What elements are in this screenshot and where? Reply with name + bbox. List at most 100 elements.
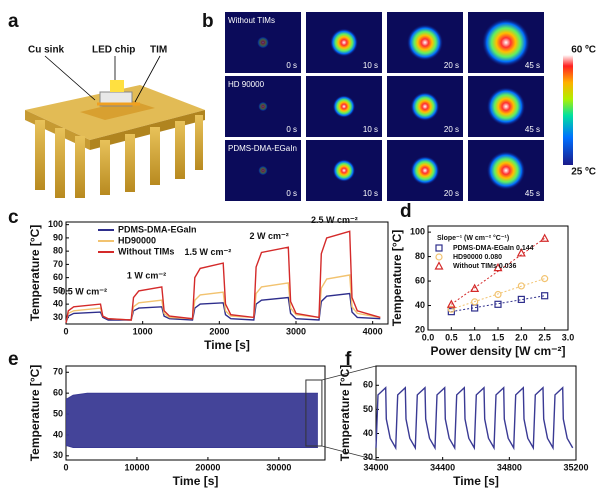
x-axis-label: Power density [W cm⁻²] [430, 344, 565, 358]
marker [471, 298, 479, 306]
y-tick-label: 80 [53, 246, 63, 256]
time-label: 45 s [525, 61, 540, 70]
y-tick-label: 90 [53, 232, 63, 242]
annotation: 2 W cm⁻² [250, 231, 289, 241]
time-label: 20 s [444, 189, 459, 198]
y-tick-label: 40 [53, 429, 63, 439]
colorbar-max: 60 ºC [571, 45, 596, 56]
y-tick-label: 50 [53, 408, 63, 418]
callout-line [134, 55, 161, 103]
annotation: 2.5 W cm⁻² [311, 215, 358, 225]
x-tick-label: 30000 [266, 462, 291, 472]
y-tick-label: 20 [415, 324, 425, 334]
hotspot [410, 92, 440, 121]
y-tick-label: 40 [415, 300, 425, 310]
zoom-link [321, 445, 377, 461]
y-tick-label: 100 [48, 219, 63, 229]
marker [541, 292, 549, 300]
hotspot [486, 87, 526, 126]
x-tick-label: 35200 [563, 462, 588, 472]
row-label: PDMS-DMA-EGaIn [228, 144, 297, 153]
x-tick-label: 1000 [133, 326, 153, 336]
x-tick-label: 1.0 [468, 332, 481, 342]
hotspot [482, 18, 530, 67]
callout-label: Cu sink [28, 45, 65, 56]
marker [517, 295, 525, 304]
time-label: 0 s [286, 125, 297, 134]
marker [434, 261, 444, 270]
plot-frame [375, 365, 577, 461]
row-label: HD 90000 [228, 80, 265, 89]
time-label: 10 s [363, 61, 378, 70]
y-tick-label: 80 [415, 251, 425, 261]
time-label: 45 s [525, 125, 540, 134]
marker [517, 282, 525, 290]
x-tick-label: 34800 [497, 462, 522, 472]
band-fill [66, 393, 318, 448]
y-tick-label: 30 [53, 450, 63, 460]
y-tick-label: 40 [53, 299, 63, 309]
marker [435, 244, 443, 252]
y-tick-label: 60 [53, 272, 63, 282]
zoom-box [305, 379, 323, 447]
zoom-link [321, 365, 377, 381]
x-tick-label: 0.5 [445, 332, 458, 342]
annotation: 1 W cm⁻² [127, 271, 166, 281]
data-line [65, 274, 381, 323]
data-line [65, 292, 381, 323]
x-tick-label: 0.0 [422, 332, 435, 342]
x-axis-label: Time [s] [173, 474, 219, 488]
x-axis-label: Time [s] [453, 474, 499, 488]
callout-label: TIM [150, 45, 167, 56]
hotspot [410, 156, 440, 185]
marker [447, 305, 455, 313]
colorbar [563, 55, 573, 165]
x-tick-label: 4000 [363, 326, 383, 336]
x-tick-label: 10000 [124, 462, 149, 472]
time-label: 45 s [525, 189, 540, 198]
x-tick-label: 34000 [363, 462, 388, 472]
time-label: 0 s [286, 61, 297, 70]
colorbar-min: 25 ºC [571, 167, 596, 178]
y-tick-label: 30 [363, 452, 373, 462]
y-tick-label: 50 [363, 404, 373, 414]
y-tick-label: 70 [53, 367, 63, 377]
annotation: 0.5 W cm⁻² [60, 287, 107, 297]
x-tick-label: 34400 [430, 462, 455, 472]
legend-label: Without TIMs 0.036 [453, 263, 516, 270]
plot-frame [65, 221, 389, 325]
time-label: 10 s [363, 125, 378, 134]
panel-label: c [8, 207, 19, 228]
x-tick-label: 0 [63, 462, 68, 472]
y-axis-label: Temperature [°C] [390, 230, 404, 327]
x-tick-label: 20000 [195, 462, 220, 472]
legend-title: Slope⁻¹ (W cm⁻² °C⁻¹) [437, 234, 509, 242]
hotspot [258, 165, 268, 176]
band-edge [65, 444, 318, 448]
panel-label: e [8, 349, 19, 370]
x-tick-label: 2000 [209, 326, 229, 336]
marker [494, 290, 502, 299]
x-tick-label: 1.5 [492, 332, 505, 342]
hotspot [258, 101, 268, 112]
x-tick-label: 0 [63, 326, 68, 336]
y-tick-label: 60 [415, 275, 425, 285]
marker [516, 248, 526, 257]
data-line [375, 386, 574, 451]
x-tick-label: 3.0 [562, 332, 575, 342]
y-tick-label: 50 [53, 285, 63, 295]
legend-label: HD90000 [118, 235, 156, 245]
time-label: 20 s [444, 61, 459, 70]
marker [435, 253, 443, 261]
legend-label: HD90000 0.080 [453, 254, 502, 261]
hotspot [332, 95, 356, 118]
y-axis-label: Temperature [°C] [338, 365, 352, 462]
x-tick-label: 2.5 [538, 332, 551, 342]
fit-line [451, 295, 545, 313]
legend-label: PDMS-DMA-EGaIn 0.144 [453, 245, 534, 252]
y-tick-label: 100 [410, 226, 425, 236]
y-axis-label: Temperature [°C] [28, 365, 42, 462]
x-tick-label: 2.0 [515, 332, 528, 342]
marker [540, 233, 550, 242]
